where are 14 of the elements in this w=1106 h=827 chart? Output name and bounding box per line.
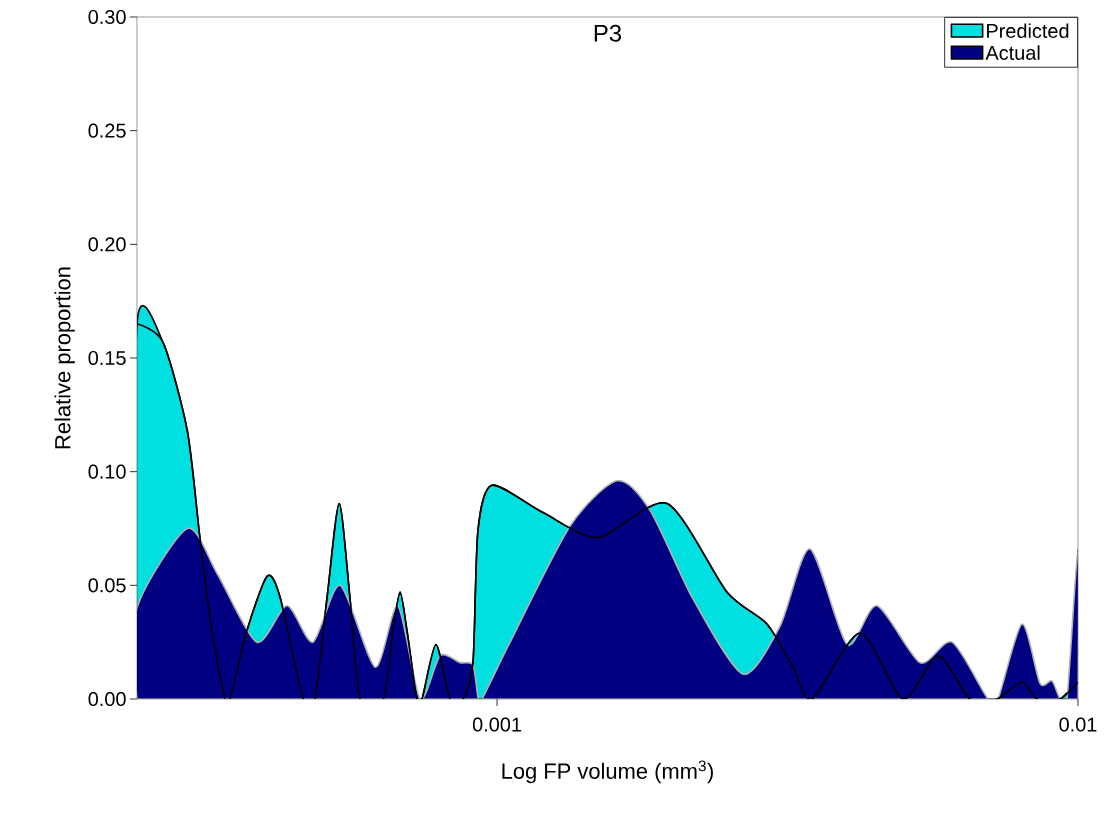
y-tick-label: 0.20 — [88, 237, 126, 252]
legend-label: Actual — [985, 45, 1040, 60]
y-tick-label: 0.10 — [88, 464, 126, 479]
x-tick-label: 0.001 — [472, 717, 521, 732]
y-tick-label: 0.15 — [88, 350, 126, 366]
x-tick-label: 0.01 — [1059, 717, 1097, 732]
y-tick-label: 0.25 — [88, 123, 126, 138]
y-axis-title: Relative proportion — [54, 267, 75, 449]
legend-label: Predicted — [987, 23, 1069, 39]
y-tick-label: 0.00 — [88, 691, 126, 707]
chart-title: P3 — [594, 24, 622, 42]
y-tick-label: 0.30 — [88, 9, 126, 25]
y-tick-label: 0.05 — [88, 578, 126, 593]
x-axis-title: Log FP volume (mm$^{3}$) — [502, 760, 713, 784]
